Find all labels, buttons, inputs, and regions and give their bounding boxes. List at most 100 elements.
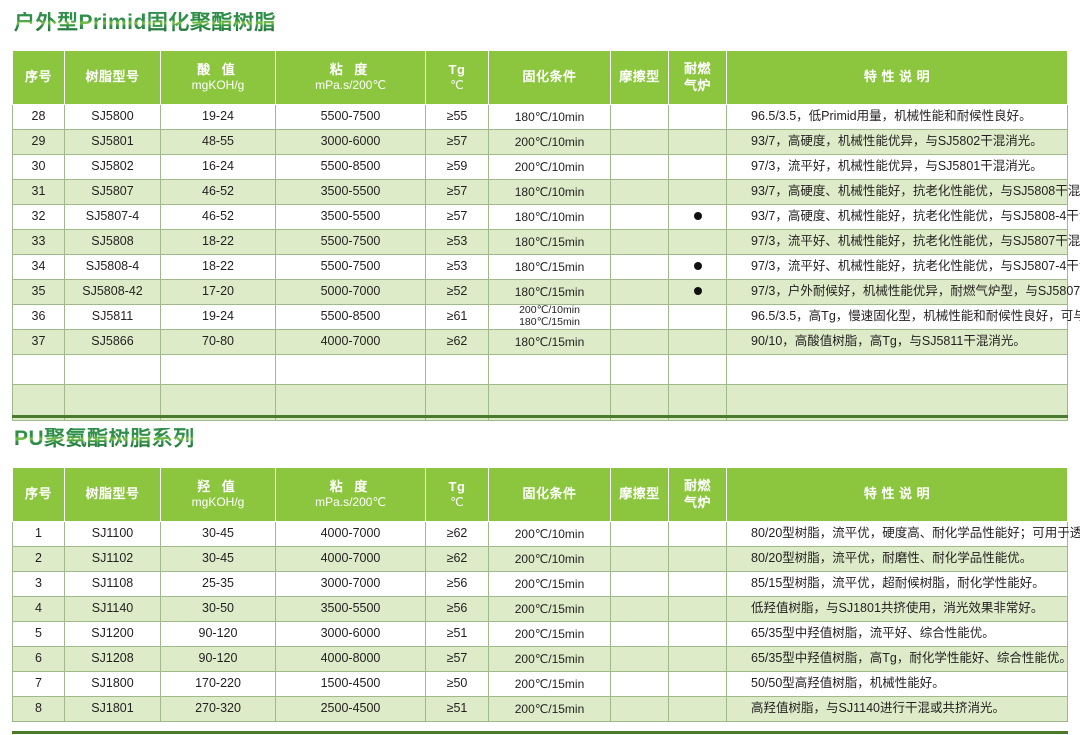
col-header-description: 特 性 说 明 (726, 50, 1068, 105)
cell-friction (610, 129, 669, 155)
col-header-flame: 耐燃 气炉 (668, 467, 727, 522)
cell-cure-condition: 200℃/15min (488, 696, 611, 722)
cell-flame-resistant (668, 179, 727, 205)
cell-viscosity: 1500-4500 (275, 671, 426, 697)
cell-viscosity: 3500-5500 (275, 179, 426, 205)
cell-viscosity: 5500-8500 (275, 304, 426, 330)
cell-viscosity: 4000-7000 (275, 521, 426, 547)
cell-description: 93/7，高硬度、机械性能好，抗老化性能优，与SJ5808干混消光。 (726, 179, 1080, 205)
cell-model: SJ1800 (64, 671, 161, 697)
cell-no: 6 (12, 646, 65, 672)
cell-no: 32 (12, 204, 65, 230)
col-header-viscosity-main: 粘 度 (329, 61, 372, 77)
col-header-tg-main: Tg (448, 478, 466, 494)
cell-description: 高羟值树脂，与SJ1140进行干混或共挤消光。 (726, 696, 1068, 722)
cell-friction (610, 229, 669, 255)
cell-cure-condition: 200℃/10min (488, 521, 611, 547)
table-row: 4 SJ1140 30-50 3500-5500 ≥56 200℃/15min 低羟值树脂，… (12, 596, 1068, 622)
cell-flame-resistant (668, 229, 727, 255)
cell-flame-resistant (668, 104, 727, 130)
table-row: 5 SJ1200 90-120 3000-6000 ≥51 200℃/15min 65/35… (12, 621, 1068, 647)
cell-model: SJ1801 (64, 696, 161, 722)
cell-friction (610, 104, 669, 130)
cell-cure-condition: 180℃/15min (488, 329, 611, 355)
cell-flame-resistant (668, 696, 727, 722)
cell-model: SJ5807 (64, 179, 161, 205)
cell-value: 30-45 (160, 521, 276, 547)
table-row: 2 SJ1102 30-45 4000-7000 ≥62 200℃/10min 80/20型… (12, 546, 1068, 572)
table-row: 6 SJ1208 90-120 4000-8000 ≥57 200℃/15min 65/35… (12, 646, 1072, 672)
cell-flame-resistant (668, 521, 727, 547)
cell-no: 5 (12, 621, 65, 647)
table-row-empty (12, 354, 1068, 385)
cell-value: 70-80 (160, 329, 276, 355)
cell-viscosity: 4000-7000 (275, 546, 426, 572)
cell-description: 90/10，高酸值树脂，高Tg，与SJ5811干混消光。 (726, 329, 1068, 355)
cell-value: 19-24 (160, 104, 276, 130)
col-header-tg: Tg ℃ (425, 50, 489, 105)
cell-no: 3 (12, 571, 65, 597)
cell-description: 97/3，流平好、机械性能好，抗老化性能优，与SJ5807-4干混消光。 (726, 254, 1080, 280)
cell-value: 46-52 (160, 204, 276, 230)
cell-cure-condition: 200℃/10min 180℃/15min (488, 304, 611, 330)
cell-viscosity: 3000-7000 (275, 571, 426, 597)
cell-no: 36 (12, 304, 65, 330)
cell-model: SJ5808-42 (64, 279, 161, 305)
cell-tg: ≥57 (425, 179, 489, 205)
col-header-friction: 摩擦型 (610, 50, 669, 105)
cell-model: SJ5811 (64, 304, 161, 330)
cell-empty (275, 354, 426, 385)
cell-friction (610, 329, 669, 355)
cell-friction (610, 521, 669, 547)
col-header-viscosity-main: 粘 度 (329, 478, 372, 494)
cell-no: 30 (12, 154, 65, 180)
cell-empty (668, 354, 727, 385)
cell-flame-resistant (668, 646, 727, 672)
col-header-viscosity-sub: mPa.s/200℃ (315, 495, 386, 510)
cell-viscosity: 4000-7000 (275, 329, 426, 355)
col-header-hydroxyl-sub: mgKOH/g (191, 495, 245, 510)
cell-cure-condition: 200℃/15min (488, 596, 611, 622)
table-row: 30 SJ5802 16-24 5500-8500 ≥59 200℃/10min 97/3，… (12, 154, 1068, 180)
cell-cure-condition: 180℃/10min (488, 204, 611, 230)
cell-flame-resistant (668, 329, 727, 355)
cell-description: 85/15型树脂，流平优，超耐候树脂，耐化学性能好。 (726, 571, 1068, 597)
col-header-model: 树脂型号 (64, 50, 161, 105)
col-header-tg-main: Tg (448, 61, 466, 77)
cell-description: 96.5/3.5，低Primid用量，机械性能和耐候性良好。 (726, 104, 1068, 130)
cell-friction (610, 154, 669, 180)
table-row: 8 SJ1801 270-320 2500-4500 ≥51 200℃/15min 高羟值树… (12, 696, 1068, 722)
cell-viscosity: 5500-7500 (275, 229, 426, 255)
cell-model: SJ1200 (64, 621, 161, 647)
cell-viscosity: 3500-5500 (275, 596, 426, 622)
cell-description: 97/3，流平好、机械性能好，抗老化性能优，与SJ5807干混消光。 (726, 229, 1080, 255)
col-header-tg: Tg ℃ (425, 467, 489, 522)
cell-viscosity: 5500-8500 (275, 154, 426, 180)
cell-tg: ≥53 (425, 229, 489, 255)
col-header-tg-sub: ℃ (450, 78, 464, 93)
cell-description: 50/50型高羟值树脂，机械性能好。 (726, 671, 1068, 697)
col-header-acid-main: 酸 值 (197, 61, 239, 77)
cell-value: 17-20 (160, 279, 276, 305)
cure-line-1: 200℃/10min (519, 304, 580, 317)
table-body: 28 SJ5800 19-24 5500-7500 ≥55 180℃/10min 96.5/… (12, 104, 1080, 421)
cell-empty (425, 354, 489, 385)
table-header: 序号 树脂型号 酸 值 mgKOH/g 粘 度 mPa.s/200℃ Tg ℃ … (12, 50, 1068, 105)
cell-viscosity: 2500-4500 (275, 696, 426, 722)
cell-friction (610, 254, 669, 280)
cell-cure-condition: 180℃/15min (488, 254, 611, 280)
col-header-acid: 酸 值 mgKOH/g (160, 50, 276, 105)
cell-no: 2 (12, 546, 65, 572)
cell-no: 29 (12, 129, 65, 155)
table-row: 32 SJ5807-4 46-52 3500-5500 ≥57 180℃/10min 93/… (12, 204, 1080, 230)
col-header-viscosity: 粘 度 mPa.s/200℃ (275, 467, 426, 522)
cell-tg: ≥57 (425, 204, 489, 230)
cell-value: 270-320 (160, 696, 276, 722)
table-row: 31 SJ5807 46-52 3500-5500 ≥57 180℃/10min 93/7，… (12, 179, 1080, 205)
cell-empty (610, 384, 669, 421)
cell-description: 80/20型树脂，流平优，硬度高、耐化学品性能好；可用于透明粉。 (726, 521, 1080, 547)
col-header-friction: 摩擦型 (610, 467, 669, 522)
cell-no: 28 (12, 104, 65, 130)
col-header-hydroxyl: 羟 值 mgKOH/g (160, 467, 276, 522)
resin-table-outdoor-primid: 序号 树脂型号 酸 值 mgKOH/g 粘 度 mPa.s/200℃ Tg ℃ … (12, 50, 1080, 421)
